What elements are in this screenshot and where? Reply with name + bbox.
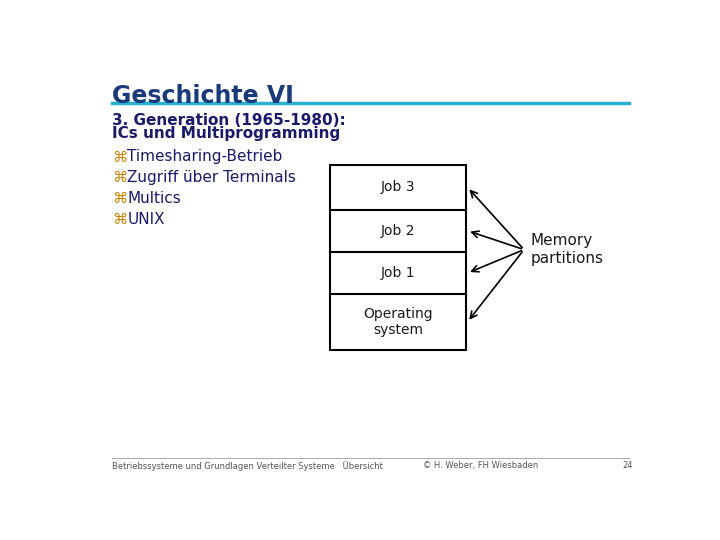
- Text: ⌘: ⌘: [112, 212, 127, 227]
- Bar: [330, 165, 466, 350]
- Text: Zugriff über Terminals: Zugriff über Terminals: [127, 170, 296, 185]
- Text: UNIX: UNIX: [127, 212, 165, 227]
- Text: ⌘: ⌘: [112, 170, 127, 185]
- Text: Memory
partitions: Memory partitions: [530, 233, 603, 266]
- Text: 3. Generation (1965-1980):: 3. Generation (1965-1980):: [112, 112, 346, 127]
- Text: © H. Weber, FH Wiesbaden: © H. Weber, FH Wiesbaden: [423, 461, 539, 470]
- Text: ⌘: ⌘: [112, 191, 127, 206]
- Text: ICs und Multiprogramming: ICs und Multiprogramming: [112, 126, 340, 141]
- Text: ⌘: ⌘: [112, 150, 127, 165]
- Text: Job 3: Job 3: [381, 180, 415, 194]
- Text: 24: 24: [622, 461, 632, 470]
- Text: Geschichte VI: Geschichte VI: [112, 84, 294, 108]
- Text: Job 2: Job 2: [381, 224, 415, 238]
- Text: Multics: Multics: [127, 191, 181, 206]
- Text: Operating
system: Operating system: [364, 307, 433, 337]
- Text: Timesharing-Betrieb: Timesharing-Betrieb: [127, 150, 282, 165]
- Text: Betriebssysteme und Grundlagen Verteilter Systeme   Übersicht: Betriebssysteme und Grundlagen Verteilte…: [112, 461, 382, 471]
- Text: Job 1: Job 1: [381, 266, 415, 280]
